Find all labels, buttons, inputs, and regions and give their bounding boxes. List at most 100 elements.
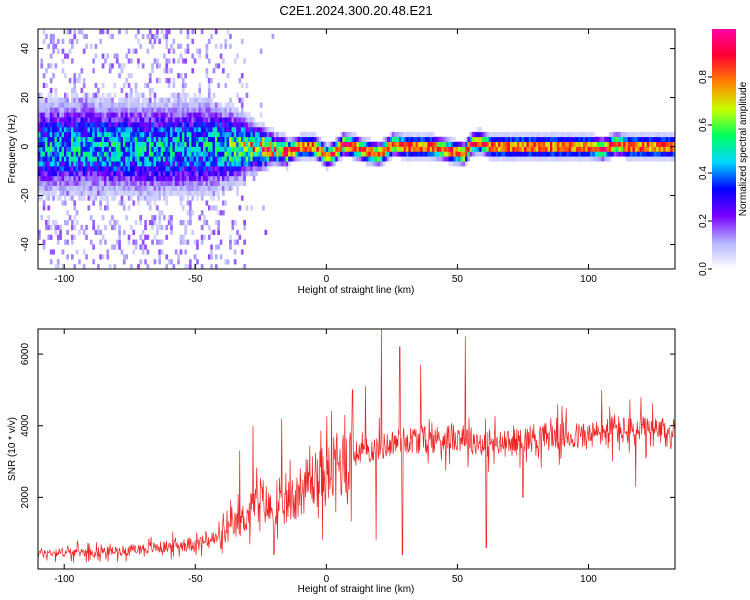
- heatmap-cell: [165, 161, 169, 167]
- heatmap-cell: [363, 156, 367, 162]
- heatmap-cell: [167, 185, 171, 191]
- heatmap-cell: [146, 171, 150, 177]
- heatmap-cell: [226, 136, 230, 142]
- heatmap-cell: [203, 122, 206, 128]
- heatmap-cell: [429, 141, 433, 147]
- heatmap-cell: [49, 180, 53, 186]
- heatmap-cell: [158, 78, 161, 84]
- heatmap-cell: [54, 122, 58, 128]
- heatmap-cell: [97, 175, 100, 182]
- heatmap-cell: [250, 122, 253, 128]
- heatmap-cell: [535, 131, 539, 138]
- heatmap-cell: [507, 151, 511, 157]
- heatmap-cell: [181, 92, 185, 98]
- heatmap-cell: [177, 175, 180, 182]
- heatmap-cell: [507, 156, 511, 162]
- heatmap-cell: [78, 171, 81, 177]
- heatmap-cell: [663, 141, 666, 147]
- heatmap-cell: [667, 141, 671, 147]
- heatmap-cell: [604, 156, 607, 162]
- heatmap-cell: [207, 224, 211, 231]
- heatmap-cell: [295, 151, 298, 157]
- heatmap-cell: [127, 156, 131, 162]
- heatmap-cell: [200, 234, 204, 240]
- heatmap-cell: [205, 122, 209, 128]
- heatmap-cell: [243, 131, 246, 138]
- heatmap-cell: [127, 185, 131, 191]
- heatmap-cell: [542, 141, 546, 147]
- heatmap-cell: [153, 102, 157, 108]
- heatmap-cell: [474, 141, 478, 147]
- heatmap-cell: [97, 224, 100, 231]
- heatmap-cell: [370, 156, 374, 162]
- heatmap-cell: [160, 166, 164, 172]
- heatmap-cell: [257, 166, 261, 172]
- heatmap-cell: [217, 102, 220, 108]
- heatmap-cell: [47, 151, 51, 157]
- heatmap-cell: [200, 102, 204, 108]
- heatmap-cell: [56, 136, 60, 142]
- heatmap-cell: [266, 136, 270, 142]
- heatmap-cell: [92, 161, 95, 167]
- heatmap-cell: [73, 87, 77, 93]
- heatmap-cell: [139, 171, 143, 177]
- heatmap-cell: [177, 254, 180, 260]
- heatmap-cell: [427, 156, 430, 162]
- heatmap-cell: [219, 141, 223, 147]
- heatmap-cell: [170, 166, 173, 172]
- heatmap-cell: [314, 151, 317, 157]
- heatmap-cell: [82, 136, 86, 142]
- heatmap-cell: [158, 136, 161, 142]
- heatmap-cell: [660, 136, 664, 142]
- heatmap-cell: [120, 166, 124, 172]
- heatmap-cell: [118, 229, 121, 235]
- heatmap-cell: [141, 239, 145, 245]
- heatmap-cell: [316, 146, 320, 152]
- heatmap-cell: [75, 102, 79, 108]
- heatmap-cell: [646, 131, 650, 138]
- heatmap-cell: [49, 102, 53, 108]
- heatmap-cell: [240, 151, 244, 157]
- heatmap-cell: [38, 190, 41, 196]
- heatmap-cell: [467, 141, 471, 147]
- heatmap-cell: [49, 151, 53, 157]
- heatmap-cell: [288, 156, 291, 162]
- heatmap-cell: [248, 141, 251, 147]
- heatmap-cell: [328, 146, 331, 152]
- heatmap-cell: [276, 151, 279, 157]
- heatmap-cell: [78, 146, 81, 152]
- heatmap-cell: [184, 224, 187, 231]
- heatmap-cell: [476, 131, 480, 138]
- heatmap-cell: [71, 43, 74, 49]
- heatmap-cell: [160, 249, 164, 255]
- heatmap-cell: [587, 131, 591, 138]
- heatmap-cell: [594, 151, 598, 157]
- heatmap-cell: [165, 175, 169, 182]
- heatmap-cell: [68, 127, 72, 133]
- heatmap-cell: [38, 161, 41, 167]
- heatmap-cell: [361, 146, 364, 152]
- heatmap-cell: [512, 141, 515, 147]
- heatmap-cell: [151, 33, 154, 40]
- heatmap-cell: [66, 220, 69, 226]
- heatmap-cell: [179, 195, 183, 201]
- heatmap-cell: [73, 234, 77, 240]
- heatmap-cell: [172, 58, 176, 64]
- heatmap-cell: [295, 156, 298, 162]
- heatmap-cell: [601, 141, 605, 147]
- heatmap-cell: [240, 249, 244, 255]
- heatmap-cell: [290, 151, 294, 157]
- heatmap-cell: [212, 151, 216, 157]
- heatmap-cell: [252, 117, 256, 123]
- heatmap-cell: [184, 131, 187, 138]
- heatmap-cell: [104, 112, 107, 118]
- heatmap-cell: [469, 136, 473, 142]
- heatmap-cell: [656, 136, 659, 142]
- heatmap-cell: [78, 229, 81, 235]
- heatmap-cell: [170, 92, 173, 98]
- heatmap-cell: [146, 146, 150, 152]
- heatmap-cell: [222, 200, 225, 206]
- heatmap-cell: [217, 244, 220, 250]
- heatmap-cell: [54, 220, 58, 226]
